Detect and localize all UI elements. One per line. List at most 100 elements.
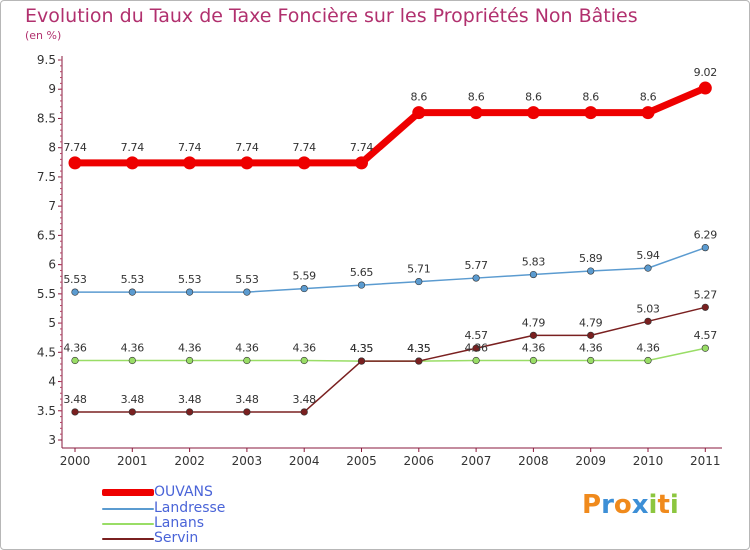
data-point-ouvans: [698, 81, 712, 95]
data-label-landresse: 5.59: [293, 270, 317, 283]
legend-item-servin: Servin: [102, 531, 198, 546]
data-label-lanans: 4.36: [636, 341, 660, 354]
data-point-ouvans: [641, 106, 655, 120]
x-tick-label: 2007: [461, 454, 492, 468]
y-tick-label: 5: [48, 316, 56, 330]
data-label-lanans: 4.36: [464, 341, 488, 354]
data-point-landresse: [357, 281, 366, 289]
data-label-ouvans: 7.74: [293, 141, 317, 154]
data-label-servin: 4.35: [407, 342, 431, 355]
data-point-ouvans: [526, 106, 540, 120]
data-point-servin: [529, 331, 538, 339]
data-point-lanans: [587, 356, 595, 365]
data-label-servin: 3.48: [63, 393, 87, 406]
data-label-servin: 5.03: [636, 302, 660, 315]
data-point-ouvans: [240, 156, 254, 170]
data-point-landresse: [472, 274, 480, 282]
data-point-ouvans: [584, 106, 598, 120]
data-label-landresse: 5.53: [178, 273, 202, 286]
legend-label: Landresse: [154, 500, 226, 516]
data-label-lanans: 4.36: [522, 341, 546, 354]
data-label-ouvans: 7.74: [121, 141, 145, 154]
logo-letter: i: [669, 490, 679, 520]
data-label-lanans: 4.35: [407, 342, 431, 355]
data-point-ouvans: [412, 106, 426, 120]
legend-swatch: [102, 522, 154, 525]
data-point-servin: [472, 344, 480, 352]
data-point-landresse: [644, 264, 652, 272]
data-point-lanans: [186, 356, 194, 365]
legend-item-lanans: Lanans: [102, 516, 204, 531]
logo-letter: t: [657, 490, 670, 520]
data-point-landresse: [701, 244, 709, 252]
data-label-landresse: 5.83: [522, 256, 546, 269]
data-point-landresse: [587, 267, 595, 275]
data-label-servin: 5.27: [694, 288, 718, 301]
data-label-ouvans: 8.6: [582, 91, 599, 104]
y-tick-label: 3.5: [37, 404, 56, 418]
logo-letter: r: [601, 490, 614, 520]
data-label-ouvans: 7.74: [350, 141, 374, 154]
y-tick-label: 3: [48, 433, 56, 447]
data-point-servin: [300, 408, 308, 416]
legend-item-ouvans: OUVANS: [102, 485, 213, 500]
series-line-ouvans: [75, 84, 707, 167]
y-tick-label: 8.5: [37, 111, 56, 125]
x-tick-label: 2006: [404, 454, 435, 468]
x-tick-label: 2000: [60, 454, 91, 468]
data-point-lanans: [243, 356, 251, 365]
data-label-ouvans: 7.74: [178, 141, 202, 154]
data-point-servin: [415, 357, 423, 365]
logo-letter: P: [582, 490, 602, 520]
data-point-landresse: [300, 284, 308, 293]
x-tick-label: 2004: [289, 454, 320, 468]
data-point-ouvans: [68, 156, 82, 170]
chart-title: Evolution du Taux de Taxe Foncière sur l…: [25, 5, 638, 27]
data-label-ouvans: 8.6: [525, 91, 542, 104]
data-label-landresse: 5.71: [407, 263, 430, 276]
data-label-landresse: 5.89: [579, 252, 603, 265]
proxiti-logo: Proxiti: [582, 490, 679, 520]
data-label-lanans: 4.36: [293, 341, 317, 354]
data-label-landresse: 6.29: [694, 229, 718, 242]
data-point-lanans: [529, 356, 538, 365]
data-point-ouvans: [183, 156, 197, 170]
series-line-landresse: [75, 246, 706, 293]
data-label-servin: 3.48: [293, 393, 317, 406]
data-point-landresse: [529, 270, 538, 279]
series-line-servin: [75, 306, 706, 413]
data-label-ouvans: 9.02: [694, 66, 717, 79]
data-point-lanans: [71, 356, 79, 365]
data-label-landresse: 5.53: [63, 273, 87, 286]
data-label-lanans: 4.35: [350, 342, 374, 355]
data-label-ouvans: 7.74: [235, 141, 259, 154]
data-point-ouvans: [355, 156, 368, 170]
data-label-ouvans: 8.6: [640, 91, 657, 104]
data-point-ouvans: [297, 156, 311, 170]
legend-swatch: [102, 507, 154, 510]
data-point-lanans: [701, 344, 709, 352]
data-point-servin: [243, 408, 251, 416]
x-tick-label: 2005: [346, 454, 377, 468]
y-tick-label: 7: [48, 199, 56, 213]
y-tick-label: 5.5: [37, 287, 56, 301]
data-label-servin: 4.79: [522, 316, 546, 329]
legend-item-landresse: Landresse: [102, 501, 225, 516]
data-point-landresse: [186, 288, 194, 296]
data-point-landresse: [415, 277, 423, 286]
legend-swatch: [102, 537, 154, 540]
legend-swatch: [102, 489, 154, 496]
data-label-servin: 3.48: [178, 393, 202, 406]
x-tick-label: 2011: [690, 454, 721, 468]
data-point-lanans: [300, 356, 308, 365]
data-point-lanans: [644, 356, 652, 365]
legend-label: Servin: [154, 530, 199, 546]
data-point-lanans: [128, 356, 136, 365]
y-tick-label: 7.5: [37, 170, 56, 184]
logo-letter: i: [648, 490, 658, 520]
data-label-servin: 3.48: [235, 393, 259, 406]
data-point-landresse: [128, 288, 136, 296]
data-point-servin: [701, 303, 709, 311]
